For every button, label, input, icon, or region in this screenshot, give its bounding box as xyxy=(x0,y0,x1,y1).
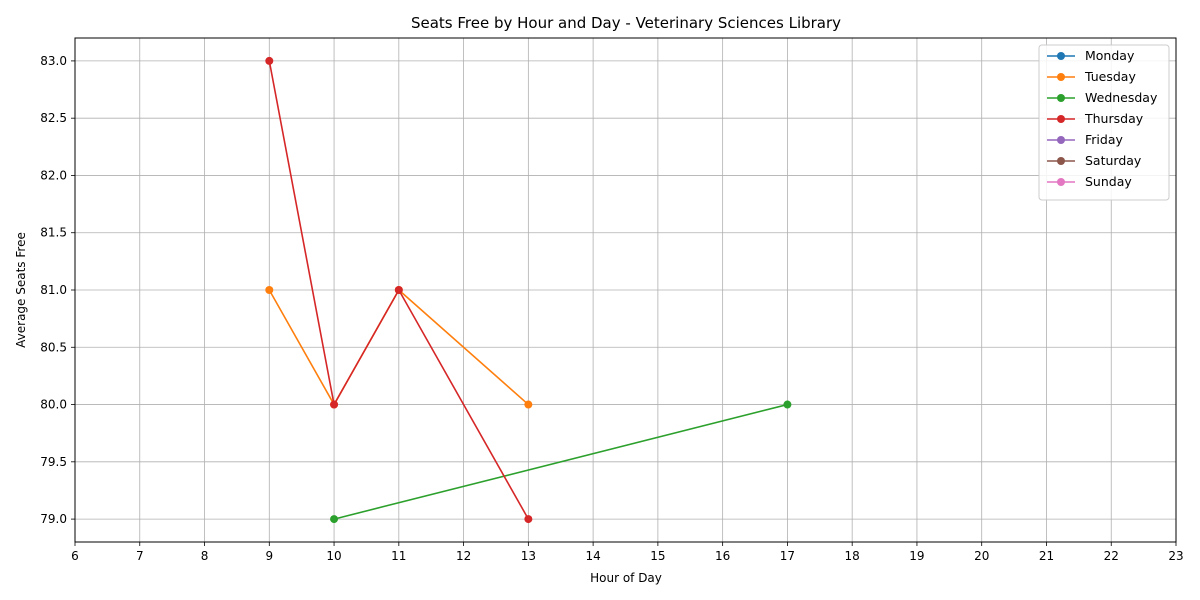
x-tick-label: 17 xyxy=(780,549,795,563)
legend-swatch-marker xyxy=(1057,115,1065,123)
legend-label: Saturday xyxy=(1085,153,1142,168)
legend-swatch-marker xyxy=(1057,178,1065,186)
x-tick-label: 15 xyxy=(650,549,665,563)
data-point xyxy=(524,400,533,409)
x-tick-label: 19 xyxy=(909,549,924,563)
legend-label: Wednesday xyxy=(1085,90,1158,105)
x-tick-label: 8 xyxy=(201,549,209,563)
legend-label: Sunday xyxy=(1085,174,1132,189)
x-tick-label: 13 xyxy=(521,549,536,563)
data-point xyxy=(394,286,403,294)
x-tick-label: 6 xyxy=(71,549,79,563)
y-tick-label: 81.5 xyxy=(40,226,67,240)
x-tick-label: 18 xyxy=(845,549,860,563)
series-line-wednesday xyxy=(333,403,788,520)
y-tick-label: 80.5 xyxy=(40,340,67,354)
legend-label: Monday xyxy=(1085,48,1135,63)
data-point xyxy=(524,515,533,524)
series-wednesday xyxy=(330,400,792,524)
data-point xyxy=(330,400,339,409)
axis-ticks: 6 7 8 9 10 11 12 13 14 15 16 17 18 19 20 21 22 23 79.0 79.5… xyxy=(40,54,1183,563)
x-tick-label: 9 xyxy=(265,549,273,563)
grid-lines xyxy=(74,38,1177,542)
x-tick-label: 7 xyxy=(136,549,144,563)
legend-item-wednesday: Wednesday xyxy=(1047,90,1158,105)
data-point xyxy=(265,286,274,294)
x-tick-label: 14 xyxy=(585,549,600,563)
x-axis-label: Hour of Day xyxy=(590,571,662,585)
legend-item-sunday: Sunday xyxy=(1047,174,1132,189)
legend: Monday Tuesday Wednesday Thursday Friday Satu… xyxy=(1038,44,1170,201)
legend-item-saturday: Saturday xyxy=(1047,153,1142,168)
y-tick-label: 82.0 xyxy=(40,168,67,182)
legend-item-thursday: Thursday xyxy=(1047,111,1144,126)
y-tick-label: 79.0 xyxy=(40,512,67,526)
legend-swatch-marker xyxy=(1057,136,1065,144)
chart-title: Seats Free by Hour and Day - Veterinary … xyxy=(411,14,841,32)
legend-swatch-marker xyxy=(1057,73,1065,81)
data-point xyxy=(783,400,792,409)
x-tick-label: 21 xyxy=(1039,549,1054,563)
x-tick-label: 23 xyxy=(1168,549,1183,563)
y-axis-label: Average Seats Free xyxy=(14,232,28,348)
x-tick-label: 11 xyxy=(391,549,406,563)
x-tick-label: 20 xyxy=(974,549,989,563)
legend-item-friday: Friday xyxy=(1047,132,1123,147)
x-tick-label: 22 xyxy=(1104,549,1119,563)
y-tick-label: 80.0 xyxy=(40,398,67,412)
legend-swatch-marker xyxy=(1057,94,1065,102)
legend-label: Tuesday xyxy=(1084,69,1136,84)
legend-item-monday: Monday xyxy=(1047,48,1135,63)
series-lines xyxy=(265,56,792,524)
x-tick-label: 12 xyxy=(456,549,471,563)
x-tick-label: 16 xyxy=(715,549,730,563)
series-line-thursday xyxy=(268,60,530,520)
data-point xyxy=(265,56,274,65)
legend-item-tuesday: Tuesday xyxy=(1047,69,1136,84)
y-tick-label: 79.5 xyxy=(40,455,67,469)
data-point xyxy=(330,515,339,524)
legend-label: Friday xyxy=(1085,132,1123,147)
y-tick-label: 83.0 xyxy=(40,54,67,68)
x-tick-label: 10 xyxy=(326,549,341,563)
y-tick-label: 82.5 xyxy=(40,111,67,125)
legend-swatch-marker xyxy=(1057,157,1065,165)
legend-label: Thursday xyxy=(1084,111,1144,126)
legend-swatch-marker xyxy=(1057,52,1065,60)
y-tick-label: 81.0 xyxy=(40,283,67,297)
series-thursday xyxy=(265,56,533,524)
